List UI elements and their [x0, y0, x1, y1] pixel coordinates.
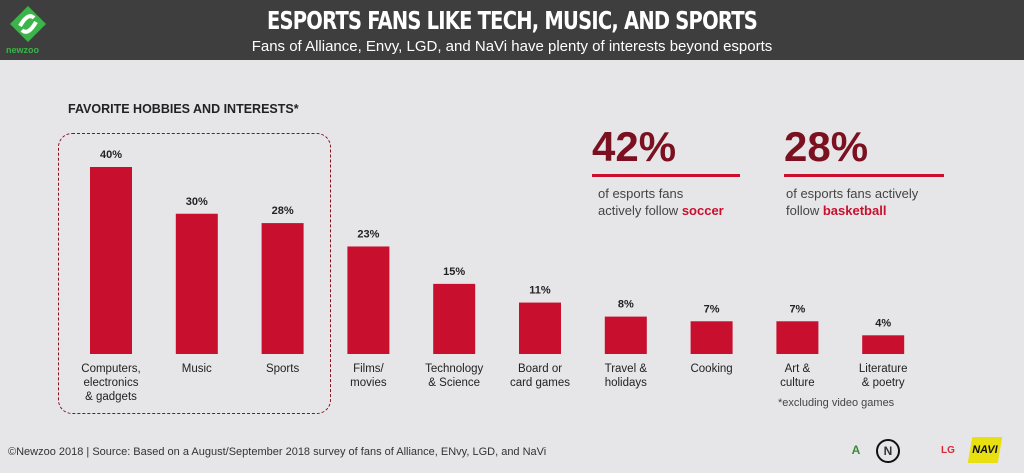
category-label: Computers,: [81, 363, 140, 375]
highlight-box: [58, 133, 331, 414]
stat-rule: [592, 174, 740, 177]
envy-logo-icon: N: [876, 439, 900, 463]
data-label: 8%: [618, 299, 634, 311]
category-label: culture: [780, 377, 815, 389]
stat-highlight: basketball: [822, 203, 887, 218]
category-label: movies: [350, 377, 387, 389]
bar: [433, 283, 476, 354]
source-text: ©Newzoo 2018 | Source: Based on a August…: [8, 446, 547, 458]
category-label: & Science: [428, 377, 480, 389]
category-label: card games: [510, 377, 570, 389]
alliance-logo-icon: A: [851, 443, 861, 457]
data-label: 40%: [100, 149, 122, 161]
category-label: Travel &: [605, 363, 648, 375]
data-label: 11%: [529, 285, 551, 297]
lgd-logo-icon: LG: [941, 444, 955, 456]
category-label: Technology: [425, 363, 483, 375]
category-label: Cooking: [690, 363, 732, 375]
newzoo-logo-icon: [10, 6, 46, 42]
navi-logo-icon: NAVI: [967, 437, 1003, 463]
stat-basketball: 28% of esports fans actively follow baske…: [784, 126, 944, 219]
data-label: 7%: [789, 303, 805, 315]
data-label: 4%: [875, 317, 891, 329]
bar: [776, 321, 819, 354]
bar: [519, 302, 561, 354]
category-label: electronics: [84, 377, 139, 389]
bar: [90, 167, 132, 354]
data-label: 23%: [357, 228, 379, 240]
category-label: & poetry: [862, 377, 905, 389]
logo-text: newzoo: [6, 45, 39, 55]
footnote: *excluding video games: [778, 397, 895, 409]
stat-value: 42%: [592, 123, 677, 170]
stat-rule: [784, 174, 944, 177]
category-label: Art &: [785, 363, 811, 375]
bar: [604, 316, 647, 354]
stat-highlight: soccer: [681, 203, 724, 218]
data-label: 7%: [704, 303, 720, 315]
stat-desc: of esports fans: [598, 186, 684, 201]
header: newzoo ESPORTS FANS LIKE TECH, MUSIC, AN…: [0, 0, 1024, 60]
data-label: 15%: [443, 266, 465, 278]
bar: [690, 321, 733, 354]
data-label: 30%: [186, 196, 208, 208]
bar: [261, 223, 304, 354]
stat-desc: follow: [786, 203, 823, 218]
page-title: ESPORTS FANS LIKE TECH, MUSIC, AND SPORT…: [266, 6, 758, 35]
bar: [347, 246, 390, 354]
stat-desc: actively follow: [598, 203, 682, 218]
category-label: Board or: [518, 363, 562, 375]
bar: [862, 335, 905, 354]
category-label: Sports: [266, 363, 299, 375]
stat-soccer: 42% of esports fans actively follow socce…: [592, 126, 740, 219]
page-subtitle: Fans of Alliance, Envy, LGD, and NaVi ha…: [251, 38, 773, 55]
bar: [175, 213, 218, 354]
category-label: Literature: [859, 363, 908, 375]
category-label: holidays: [605, 377, 647, 389]
data-label: 28%: [272, 205, 294, 217]
category-label: Music: [182, 363, 212, 375]
chart-title: FAVORITE HOBBIES AND INTERESTS*: [68, 102, 299, 116]
stat-value: 28%: [784, 123, 869, 170]
stat-desc: of esports fans actively: [786, 186, 919, 201]
category-label: Films/: [353, 363, 384, 375]
category-label: & gadgets: [85, 391, 137, 403]
